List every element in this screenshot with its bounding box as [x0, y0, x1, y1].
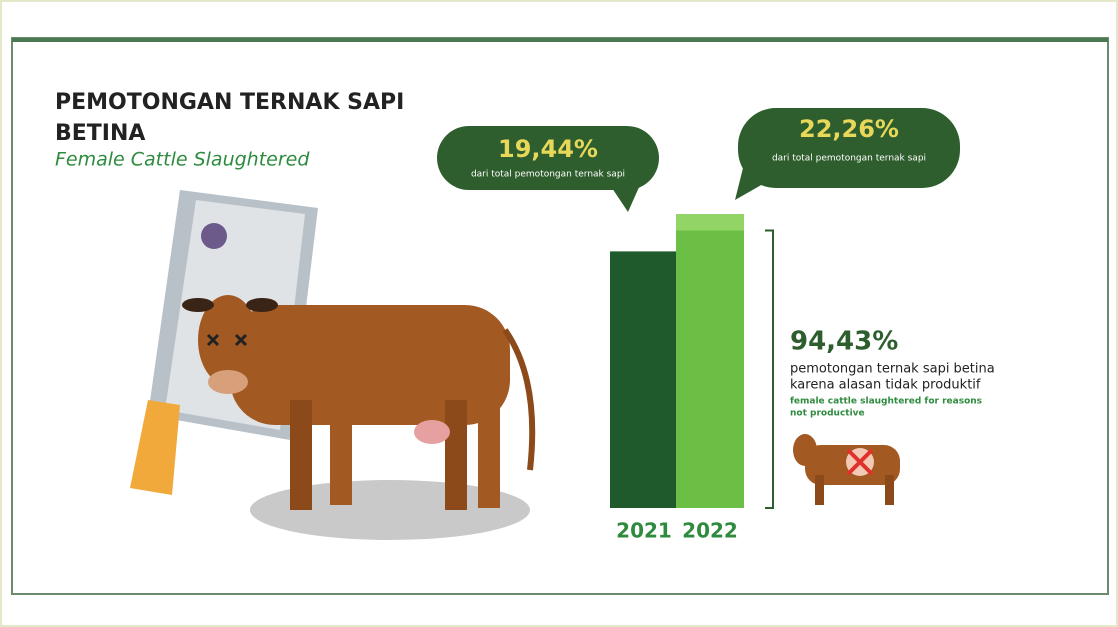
value-label: 19,44%: [498, 135, 598, 163]
title-line: BETINA: [55, 121, 145, 146]
bubble-text: dari total pemotongan ternak sapi: [772, 154, 926, 164]
panel-top: [12, 38, 1108, 42]
highlight-text: pemotongan ternak sapi betina: [790, 362, 995, 377]
value-label: 22,26%: [799, 115, 899, 143]
x-tick-label: 2022: [682, 519, 738, 543]
speech-bubble: [437, 126, 659, 212]
cow-illustration: [182, 295, 536, 540]
speech-bubble: [735, 108, 960, 200]
x-tick-label: 2021: [616, 519, 672, 543]
highlight-label: 94,43%: [790, 327, 898, 357]
bar: [610, 251, 678, 508]
bar: [676, 214, 744, 508]
highlight-text: karena alasan tidak produktif: [790, 378, 981, 393]
small-cow-illustration: [793, 434, 900, 505]
bubble-text: dari total pemotongan ternak sapi: [471, 170, 625, 180]
bar-top-segment: [676, 214, 744, 231]
title-line: PEMOTONGAN TERNAK SAPI: [55, 90, 404, 115]
highlight-text-en: not productive: [790, 409, 865, 419]
bracket: [765, 229, 774, 509]
subtitle: Female Cattle Slaughtered: [55, 149, 310, 171]
highlight-text-en: female cattle slaughtered for reasons: [790, 397, 982, 407]
